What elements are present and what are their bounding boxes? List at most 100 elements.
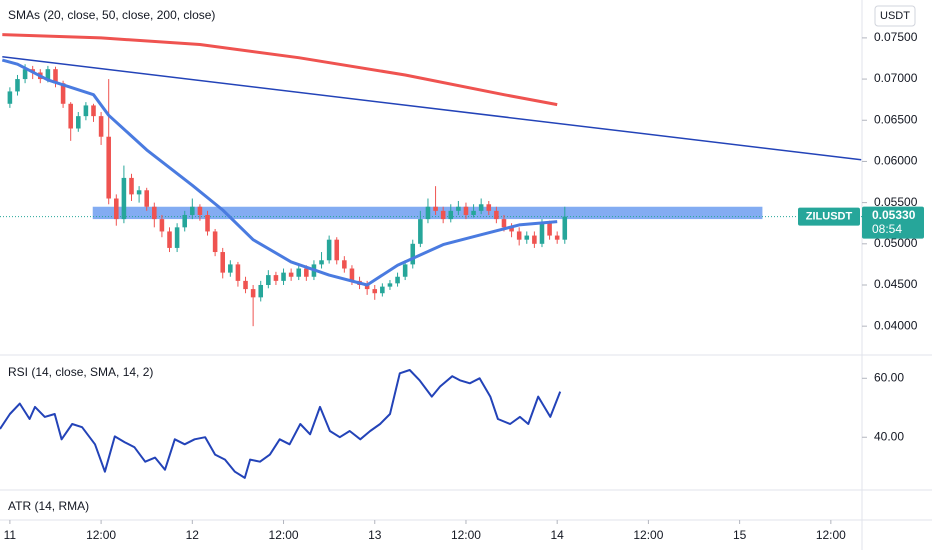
atr-title: ATR (14, RMA) bbox=[8, 499, 89, 513]
candle-body bbox=[281, 272, 286, 281]
candle-body bbox=[106, 136, 111, 199]
x-tick-label: 12 bbox=[186, 528, 200, 542]
x-tick-label: 15 bbox=[733, 528, 747, 542]
candle-body bbox=[91, 105, 96, 117]
y-tick-label: 0.04000 bbox=[874, 318, 918, 332]
x-tick-label: 13 bbox=[368, 528, 382, 542]
candle-body bbox=[76, 116, 81, 129]
candle-body bbox=[524, 235, 530, 240]
candle-body bbox=[304, 268, 309, 277]
candle-body bbox=[182, 214, 187, 228]
y-tick-label: 0.07000 bbox=[874, 71, 918, 85]
candle-body bbox=[136, 190, 142, 195]
x-tick-label: 12:00 bbox=[816, 528, 846, 542]
candle-body bbox=[121, 177, 127, 220]
candle-body bbox=[478, 204, 484, 211]
candle-body bbox=[539, 223, 545, 244]
candle-body bbox=[349, 268, 355, 281]
candle-body bbox=[562, 216, 568, 240]
candle-body bbox=[197, 206, 203, 215]
candle-body bbox=[509, 227, 514, 232]
candle-body bbox=[387, 283, 393, 287]
candle-body bbox=[554, 235, 560, 240]
y-tick-label: 0.05000 bbox=[874, 236, 918, 250]
x-tick-label: 12:00 bbox=[269, 528, 299, 542]
x-tick-label: 12:00 bbox=[86, 528, 116, 542]
candle-body bbox=[342, 260, 347, 269]
candle-body bbox=[144, 190, 149, 207]
candle-body bbox=[334, 239, 340, 261]
rsi-title: RSI (14, close, SMA, 14, 2) bbox=[8, 365, 153, 379]
x-tick-label: 11 bbox=[4, 528, 17, 542]
candle-body bbox=[418, 219, 423, 244]
candle-body bbox=[456, 206, 461, 211]
candle-body bbox=[114, 198, 119, 220]
candle-body bbox=[326, 239, 332, 261]
candle-body bbox=[516, 231, 522, 240]
candle-body bbox=[372, 289, 378, 294]
currency-button[interactable] bbox=[874, 5, 916, 27]
candle-body bbox=[448, 210, 454, 220]
currency[interactable]: USDT bbox=[880, 10, 910, 22]
candle-body bbox=[319, 260, 324, 265]
candle-body bbox=[7, 91, 13, 104]
candle-body bbox=[250, 289, 256, 298]
y-tick-label: 0.05500 bbox=[874, 195, 918, 209]
candle-body bbox=[364, 284, 370, 290]
y-tick-label: 40.00 bbox=[874, 429, 904, 443]
candle-body bbox=[60, 83, 66, 104]
candle-body bbox=[205, 214, 210, 232]
y-tick-label: 0.06500 bbox=[874, 112, 918, 126]
y-tick-label: 0.06000 bbox=[874, 154, 918, 168]
countdown: 08:54 bbox=[872, 222, 902, 236]
candle-body bbox=[167, 231, 172, 248]
candle-body bbox=[273, 275, 279, 281]
candle-body bbox=[266, 275, 271, 285]
candle-body bbox=[228, 264, 233, 273]
candle-body bbox=[463, 206, 469, 215]
candle-body bbox=[402, 264, 408, 277]
candle-body bbox=[288, 272, 294, 277]
candle-body bbox=[212, 231, 218, 253]
candle-body bbox=[53, 69, 58, 84]
x-tick-label: 12:00 bbox=[633, 528, 663, 542]
candle-body bbox=[98, 116, 104, 137]
rsi-line bbox=[0, 369, 562, 479]
y-tick-label: 60.00 bbox=[874, 370, 904, 384]
candle-body bbox=[15, 79, 20, 92]
candle-body bbox=[45, 69, 51, 80]
candle-body bbox=[547, 223, 552, 236]
candle-body bbox=[243, 280, 248, 290]
last-price-label: 0.05330 bbox=[872, 208, 916, 222]
candle-body bbox=[425, 206, 431, 220]
candle-body bbox=[235, 264, 241, 281]
indicator-line bbox=[2, 56, 862, 161]
symbol-label: ZILUSDT bbox=[806, 211, 853, 223]
candle-body bbox=[395, 276, 400, 284]
symbol-badge bbox=[798, 207, 860, 226]
candle-body bbox=[159, 219, 165, 232]
candle-body bbox=[433, 206, 438, 211]
candle-body bbox=[494, 210, 499, 220]
main-title: SMAs (20, close, 50, close, 200, close) bbox=[8, 8, 215, 22]
x-tick-label: 12:00 bbox=[451, 528, 481, 542]
candle-body bbox=[471, 210, 476, 215]
candle-body bbox=[129, 177, 134, 195]
x-tick-label: 14 bbox=[551, 528, 565, 542]
candle-body bbox=[22, 69, 28, 80]
y-tick-label: 0.04500 bbox=[874, 277, 918, 291]
candle-body bbox=[532, 235, 537, 244]
indicator-line bbox=[1, 58, 558, 287]
candle-body bbox=[501, 219, 507, 228]
candle-body bbox=[486, 204, 492, 211]
candle-body bbox=[258, 284, 264, 298]
y-tick-label: 0.07500 bbox=[874, 30, 918, 44]
indicator-line bbox=[2, 33, 558, 107]
candle-body bbox=[152, 206, 157, 220]
candle-body bbox=[410, 243, 416, 265]
candle-body bbox=[296, 268, 302, 277]
candle-body bbox=[380, 286, 385, 294]
candle-body bbox=[68, 103, 73, 129]
last-price-badge bbox=[862, 206, 924, 239]
